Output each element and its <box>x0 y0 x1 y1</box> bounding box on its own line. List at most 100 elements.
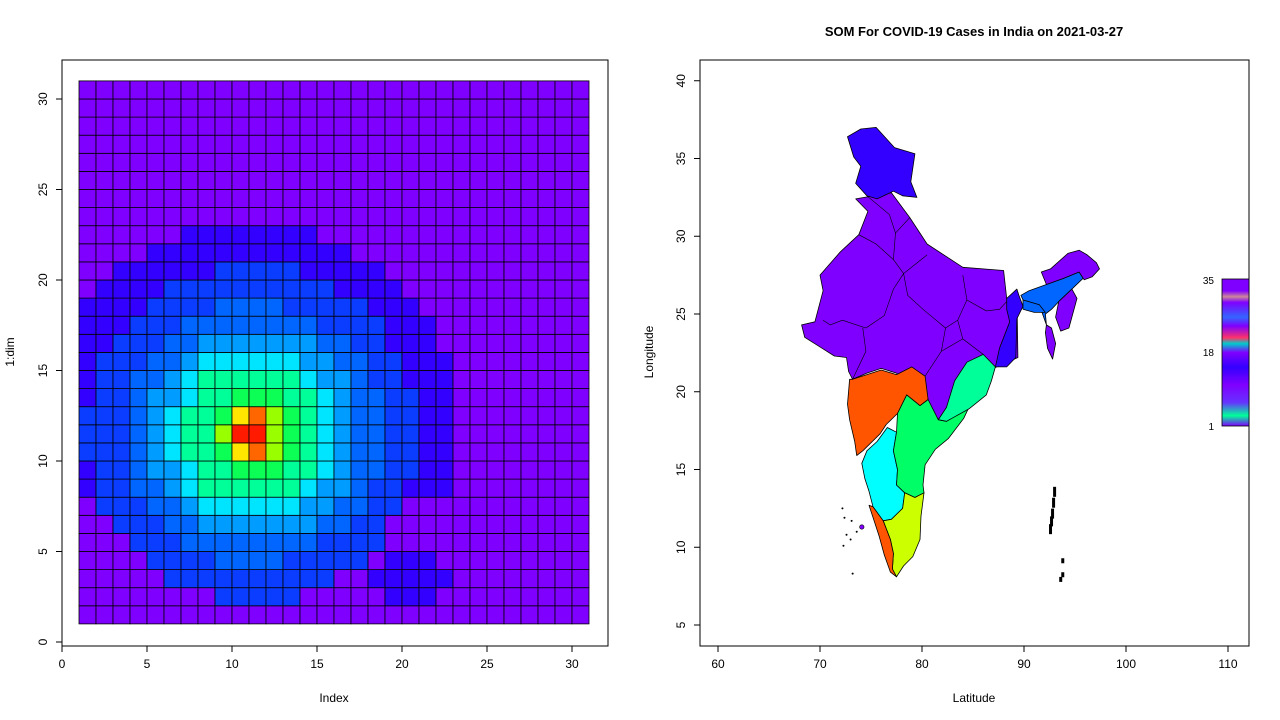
som-cell <box>469 533 488 552</box>
som-cell <box>214 351 233 371</box>
som-cell <box>554 333 573 353</box>
som-cell <box>265 315 284 335</box>
som-cell <box>333 442 352 462</box>
som-cell <box>333 243 352 263</box>
som-cell <box>180 333 199 353</box>
som-cell <box>367 297 386 317</box>
som-cell <box>146 279 165 299</box>
som-cell <box>571 116 590 136</box>
som-cell <box>78 442 97 462</box>
som-cell <box>112 370 131 390</box>
som-cell <box>146 134 165 154</box>
som-cell <box>231 388 250 408</box>
som-cell <box>180 478 199 498</box>
som-cell <box>197 478 216 498</box>
som-cell <box>112 333 131 353</box>
som-cell <box>350 243 369 263</box>
som-cell <box>265 370 284 390</box>
legend-label-middle: 18 <box>1203 348 1215 359</box>
som-cell <box>418 569 437 589</box>
som-cell <box>350 351 369 371</box>
som-cell <box>180 261 199 281</box>
som-cell <box>129 370 148 390</box>
som-cell <box>452 333 471 353</box>
som-cell <box>248 333 267 353</box>
som-cell <box>112 351 131 371</box>
som-cell <box>214 152 233 172</box>
som-cell <box>401 134 420 154</box>
som-cell <box>112 442 131 462</box>
som-cell <box>486 225 505 245</box>
som-cell <box>435 388 454 408</box>
som-cell <box>282 80 301 100</box>
som-cell <box>163 406 182 426</box>
som-cell <box>197 279 216 299</box>
som-cell <box>197 587 216 607</box>
som-cell <box>146 170 165 190</box>
som-cell <box>78 189 97 209</box>
som-cell <box>350 207 369 227</box>
som-cell <box>180 514 199 534</box>
som-cell <box>537 569 556 589</box>
som-cell <box>197 442 216 462</box>
som-cell <box>129 587 148 607</box>
som-cell <box>197 243 216 263</box>
som-cell <box>282 424 301 444</box>
som-cell <box>520 297 539 317</box>
som-cell <box>180 170 199 190</box>
som-cell <box>214 243 233 263</box>
som-cell <box>197 370 216 390</box>
som-cell <box>265 207 284 227</box>
som-cell <box>520 116 539 136</box>
som-cell <box>571 496 590 516</box>
som-cell <box>503 388 522 408</box>
som-cell <box>316 551 335 571</box>
som-cell <box>78 261 97 281</box>
som-cell <box>350 80 369 100</box>
som-cell <box>503 98 522 118</box>
som-cell <box>401 587 420 607</box>
som-cell <box>435 261 454 281</box>
som-cell <box>248 170 267 190</box>
som-cell <box>78 98 97 118</box>
som-cell <box>333 533 352 552</box>
som-cell <box>214 533 233 552</box>
som-cell <box>231 243 250 263</box>
som-cell <box>112 478 131 498</box>
som-cell <box>146 80 165 100</box>
som-cell <box>299 170 318 190</box>
som-cell <box>214 225 233 245</box>
som-cell <box>231 478 250 498</box>
som-cell <box>78 605 97 625</box>
som-cell <box>197 514 216 534</box>
som-cell <box>231 351 250 371</box>
som-cell <box>231 424 250 444</box>
som-cell <box>146 569 165 589</box>
som-cell <box>78 225 97 245</box>
som-cell <box>418 424 437 444</box>
som-cell <box>95 261 114 281</box>
som-cell <box>537 351 556 371</box>
som-cell <box>265 551 284 571</box>
som-cell <box>401 605 420 625</box>
som-cell <box>469 587 488 607</box>
island <box>851 572 854 575</box>
som-cell <box>316 333 335 353</box>
som-cell <box>401 80 420 100</box>
island <box>859 524 865 530</box>
som-cell <box>452 388 471 408</box>
som-cell <box>520 315 539 335</box>
som-cell <box>571 152 590 172</box>
som-cell <box>282 569 301 589</box>
som-cell <box>418 406 437 426</box>
som-cell <box>503 297 522 317</box>
som-cell <box>197 189 216 209</box>
som-cell <box>112 207 131 227</box>
som-cell <box>180 569 199 589</box>
som-cell <box>282 514 301 534</box>
som-cell <box>452 514 471 534</box>
som-cell <box>265 279 284 299</box>
som-cell <box>503 442 522 462</box>
som-cell <box>401 533 420 552</box>
som-cell <box>95 533 114 552</box>
